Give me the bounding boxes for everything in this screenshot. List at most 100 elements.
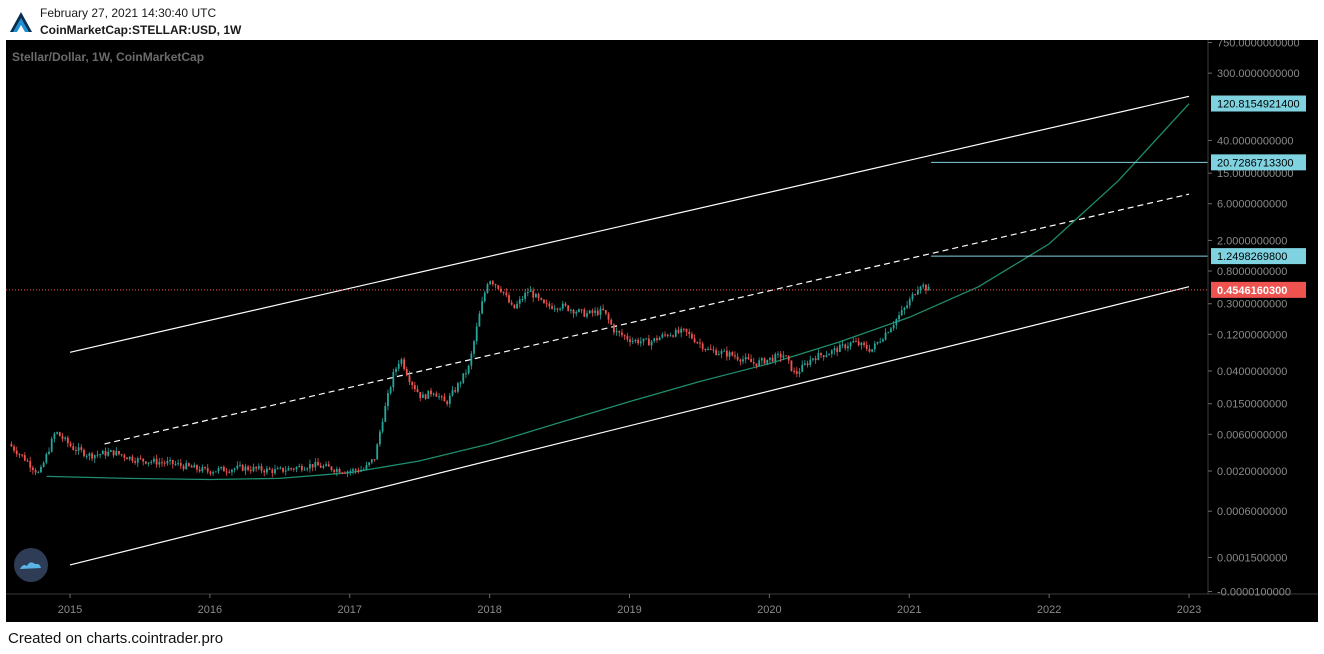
- candle-body: [101, 450, 104, 455]
- y-tick-label: 15.0000000000: [1217, 168, 1293, 180]
- candle-body: [40, 466, 42, 473]
- y-tick-label: 0.0001500000: [1217, 552, 1287, 564]
- candle-body: [621, 332, 623, 336]
- candle-body: [540, 297, 543, 300]
- candle-body: [865, 344, 868, 349]
- candle-body: [677, 329, 680, 333]
- candle-body: [325, 464, 327, 467]
- candle-body: [53, 433, 56, 439]
- x-tick-label: 2022: [1037, 604, 1061, 616]
- candle-body: [516, 303, 518, 309]
- candle-body: [812, 358, 814, 360]
- candle-body: [77, 447, 80, 451]
- candle-body: [416, 389, 419, 393]
- candle-body: [174, 463, 177, 465]
- candle-body: [709, 348, 712, 350]
- x-tick-label: 2018: [477, 604, 501, 616]
- chart-area[interactable]: 750.0000000000 300.0000000000 40.000000000…: [6, 40, 1318, 622]
- candle-body: [739, 359, 742, 362]
- candle-body: [48, 451, 50, 454]
- candle-body: [389, 387, 392, 394]
- candle-body: [190, 465, 193, 468]
- tradingview-cloud-icon[interactable]: [14, 548, 48, 582]
- candle-body: [682, 328, 685, 330]
- candle-body: [642, 338, 645, 342]
- candle-body: [820, 353, 822, 356]
- candle-body: [96, 454, 99, 456]
- candle-body: [534, 293, 537, 298]
- candle-body: [338, 469, 341, 473]
- candle-body: [327, 464, 330, 467]
- candle-body: [634, 339, 637, 342]
- candle-body: [798, 371, 801, 374]
- candle-body: [672, 335, 674, 337]
- candle-body: [591, 310, 594, 313]
- candle-body: [10, 443, 13, 447]
- candle-body: [852, 341, 855, 343]
- candle-body: [150, 461, 153, 463]
- candle-body: [639, 341, 642, 344]
- candle-body: [483, 292, 486, 302]
- candle-body: [298, 466, 301, 468]
- chart-header: February 27, 2021 14:30:40 UTC CoinMarke…: [0, 0, 1324, 40]
- candle-body: [688, 331, 691, 334]
- price-label-text: 1.2498269800: [1217, 251, 1287, 263]
- candle-body: [403, 359, 405, 370]
- candle-body: [209, 471, 212, 474]
- candle-body: [438, 396, 440, 398]
- x-tick-label: 2020: [757, 604, 781, 616]
- candle-body: [489, 281, 492, 285]
- candle-body: [892, 324, 895, 329]
- candle-body: [623, 335, 626, 337]
- candle-body: [368, 462, 371, 466]
- candle-body: [99, 454, 102, 456]
- candle-body: [855, 341, 857, 343]
- y-tick-label: 40.0000000000: [1217, 135, 1293, 147]
- candle-body: [257, 466, 260, 469]
- price-chart[interactable]: 750.0000000000 300.0000000000 40.000000000…: [6, 40, 1318, 622]
- candle-body: [594, 310, 596, 313]
- candle-body: [669, 335, 672, 337]
- candle-body: [922, 284, 925, 287]
- candle-body: [699, 342, 701, 344]
- y-tick-label: 2.0000000000: [1217, 235, 1287, 247]
- candle-body: [236, 465, 239, 469]
- chart-title: Stellar/Dollar, 1W, CoinMarketCap: [12, 50, 204, 64]
- axis-layer: 750.0000000000 300.0000000000 40.000000000…: [6, 40, 1318, 616]
- candle-body: [481, 301, 484, 314]
- candle-body: [344, 472, 346, 474]
- candle-body: [666, 334, 669, 337]
- candle-body: [50, 438, 53, 452]
- candle-body: [814, 358, 817, 361]
- candle-body: [61, 436, 64, 439]
- candle-body: [309, 464, 311, 469]
- candle-body: [201, 467, 204, 472]
- candle-body: [857, 341, 860, 346]
- candle-body: [618, 331, 621, 333]
- candle-body: [766, 359, 769, 364]
- candle-body: [785, 355, 787, 357]
- candle-body: [177, 463, 180, 465]
- candle-body: [58, 432, 61, 437]
- candle-body: [378, 431, 381, 445]
- candle-body: [793, 370, 796, 372]
- candle-body: [742, 359, 744, 362]
- candle-body: [448, 395, 451, 404]
- candle-body: [548, 303, 551, 307]
- candle-body: [777, 353, 779, 355]
- candle-body: [126, 457, 128, 460]
- candle-body: [685, 328, 688, 332]
- candle-body: [830, 350, 833, 355]
- candle-body: [228, 471, 231, 473]
- candle-body: [405, 369, 408, 376]
- candle-body: [559, 308, 562, 310]
- y-tick-label: 750.0000000000: [1217, 40, 1300, 50]
- candle-body: [658, 337, 661, 341]
- cointrader-logo-icon: [10, 12, 32, 32]
- x-tick-label: 2021: [897, 604, 921, 616]
- candle-body: [693, 338, 696, 343]
- y-tick-label: 6.0000000000: [1217, 199, 1287, 211]
- candle-body: [908, 299, 911, 306]
- candle-body: [629, 339, 631, 343]
- candle-body: [64, 437, 67, 439]
